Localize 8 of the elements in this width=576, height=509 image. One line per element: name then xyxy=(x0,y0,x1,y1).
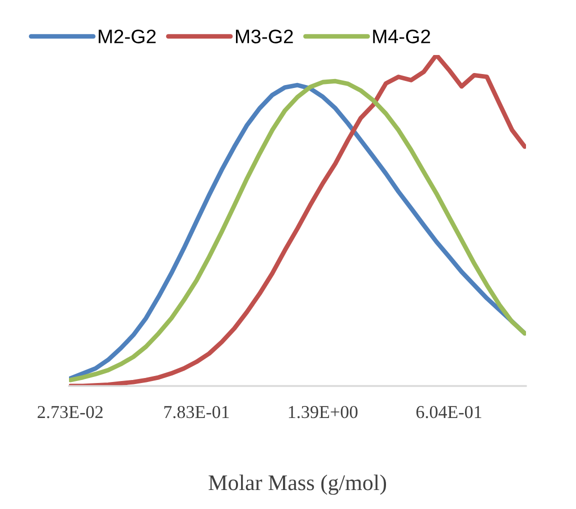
x-tick-label: 2.73E-02 xyxy=(38,406,103,418)
x-tick-label: 6.04E-01 xyxy=(416,406,482,418)
x-axis-title: Molar Mass (g/mol) xyxy=(208,474,386,495)
legend-label: M2-G2 xyxy=(98,30,156,44)
legend-label: M4-G2 xyxy=(373,30,430,44)
x-tick-label: 7.83E-01 xyxy=(164,406,229,418)
x-tick-label: 1.39E+00 xyxy=(288,406,358,418)
legend-label: M3-G2 xyxy=(236,30,293,44)
